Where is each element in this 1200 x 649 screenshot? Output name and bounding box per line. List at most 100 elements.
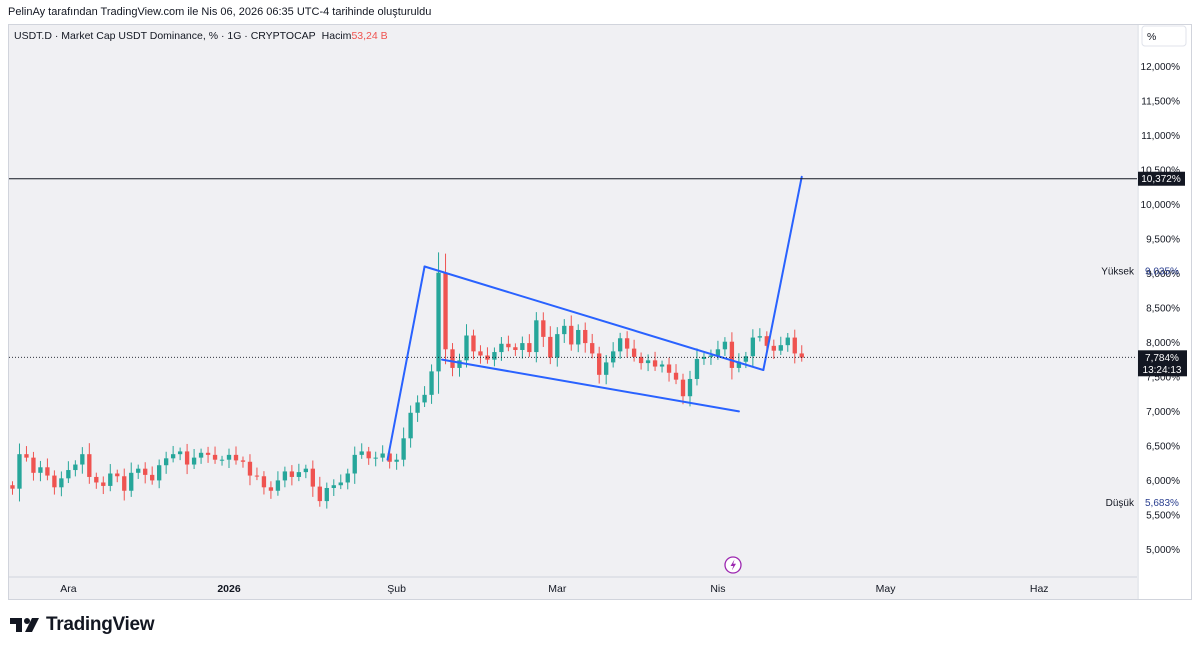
candle-body [604,362,609,375]
candle-body [184,451,190,465]
price-tick-label: 5,000% [1146,545,1180,556]
candle-body [352,454,357,474]
time-axis[interactable] [9,576,1137,599]
candle-body [289,471,295,477]
candle-body [673,372,679,380]
candle-body [792,337,797,354]
candle-body [205,452,211,455]
scale-unit: % [1147,31,1156,43]
candle-body [624,338,630,349]
price-tick-label: 10,000% [1141,200,1181,211]
price-tick-label: 10,500% [1141,165,1181,176]
legend-symbol[interactable]: USDT.D · Market Cap USDT Dominance, % · … [14,30,316,42]
candle-body [373,457,378,459]
candle-body [198,452,204,458]
candle-body [471,335,476,352]
candle-body [764,336,769,346]
candle-body [10,485,15,489]
candle-body [359,451,364,455]
candle-body [275,480,281,491]
time-tick-label: Şub [387,583,406,595]
candle-body [94,476,99,483]
high-value: 9,035% [1145,266,1179,277]
candle-body [38,467,43,473]
price-axis[interactable]: 12,000% 11,500% 11,000% 10,500% 10,000% 9,500… [1141,62,1181,556]
candle-body [492,352,497,360]
candle-body [345,473,350,483]
candle-body [87,454,92,477]
candle-body [170,454,176,459]
candle-body [576,329,581,345]
candle-body [757,336,763,338]
candle-body [743,356,749,362]
price-tick-label: 8,000% [1146,338,1180,349]
low-label: Düşük [1106,498,1135,509]
candle-body [562,325,567,335]
candle-body [24,454,29,458]
candle-body [687,378,693,397]
candle-body [52,475,57,488]
candle-body [645,360,651,364]
candle-body [422,394,427,403]
time-tick-label: May [876,583,897,595]
candle-body [659,364,665,367]
candle-body [136,468,141,473]
candle-body [666,364,672,373]
tradingview-logo[interactable]: TradingView [10,614,155,636]
legend-volume-value: 53,24 B [351,30,387,42]
candle-body [31,457,36,473]
price-tick-label: 11,500% [1141,96,1180,107]
price-tick-label: 9,000% [1146,269,1180,280]
candle-body [785,337,790,346]
candle-body [485,355,490,360]
candle-body [443,272,448,350]
price-tick-label: 6,500% [1146,441,1180,452]
scale-mode-button[interactable] [1141,25,1187,47]
trendline-flagpole[interactable] [386,265,426,461]
time-axis-labels: Ara 2026 Şub Mar Nis May Haz [60,583,1048,595]
candle-body [240,460,246,462]
horizontal-line-label: 10,372% [1141,174,1181,185]
price-pane[interactable] [9,25,1137,577]
candle-body [115,473,120,477]
candle-body [143,468,148,475]
trendline-drawings[interactable] [386,175,803,461]
candle-body [226,454,232,460]
overlays: 10,372% 7,784%13:24:13 Yüksek 9,035% Düşük 5,… [9,171,1187,509]
candle-body [401,438,406,460]
candle-body [366,451,371,459]
candle-body [317,486,322,502]
candle-body [101,482,106,486]
lightning-icon[interactable] [724,556,742,574]
candle-body [631,348,637,357]
candle-body [122,476,127,491]
candle-body [499,343,504,353]
candle-body [541,320,546,337]
candle-body [590,343,595,354]
chart-caption: PelinAy tarafından TradingView.com ile N… [8,6,432,18]
candle-body [701,356,707,359]
trendline-flag-lower[interactable] [441,358,740,413]
candle-body [617,338,623,352]
candle-body [310,468,315,487]
price-tick-label: 6,000% [1146,476,1180,487]
trendline-target-leg[interactable] [762,175,803,371]
time-tick-label: Ara [60,583,77,595]
trendline-flag-upper[interactable] [423,265,765,371]
candle-body [254,475,260,477]
price-tick-label: 9,500% [1146,234,1180,245]
last-price-tag [1138,350,1187,377]
candle-body [652,360,658,367]
candle-body [59,478,64,488]
candle-body [296,472,302,477]
candle-body [638,356,644,364]
legend-volume-label: Hacim [322,30,352,42]
candle-body [520,343,525,350]
candle-body [478,351,483,356]
candle-body [282,471,288,481]
candle-body [771,345,776,351]
candle-body [715,349,721,356]
candle-body [303,468,309,473]
candle-body [73,464,78,471]
